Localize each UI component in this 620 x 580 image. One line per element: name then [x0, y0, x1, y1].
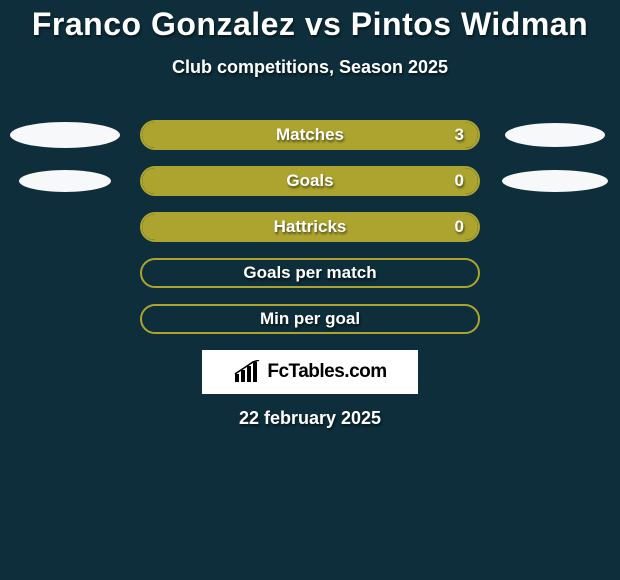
bar-chart-icon	[233, 360, 261, 384]
stat-label: Matches	[276, 125, 344, 145]
ellipse-icon	[10, 122, 120, 148]
right-player-marker	[500, 120, 610, 150]
left-player-marker	[10, 166, 120, 196]
fctables-logo: FcTables.com	[202, 350, 418, 394]
right-player-marker	[500, 258, 610, 288]
comparison-infographic: Franco Gonzalez vs Pintos Widman Club co…	[0, 0, 620, 580]
left-player-marker	[10, 304, 120, 334]
stat-value: 0	[455, 217, 464, 237]
date-label: 22 february 2025	[0, 408, 620, 429]
page-title: Franco Gonzalez vs Pintos Widman	[0, 6, 620, 43]
stat-rows: Matches 3 Goals 0 Hattricks 0 Goals per match M…	[0, 120, 620, 334]
subtitle: Club competitions, Season 2025	[0, 57, 620, 78]
stat-bar: Goals per match	[140, 258, 480, 288]
left-player-marker	[10, 258, 120, 288]
stat-value: 3	[455, 125, 464, 145]
stat-label: Goals per match	[243, 263, 376, 283]
left-player-marker	[10, 212, 120, 242]
stat-bar: Min per goal	[140, 304, 480, 334]
right-player-marker	[500, 166, 610, 196]
ellipse-icon	[502, 170, 608, 192]
stat-row: Hattricks 0	[0, 212, 620, 242]
stat-row: Min per goal	[0, 304, 620, 334]
right-player-marker	[500, 304, 610, 334]
logo-text: FcTables.com	[267, 361, 386, 383]
ellipse-icon	[505, 123, 605, 147]
ellipse-icon	[19, 170, 111, 192]
stat-bar: Hattricks 0	[140, 212, 480, 242]
stat-bar: Goals 0	[140, 166, 480, 196]
left-player-marker	[10, 120, 120, 150]
stat-row: Goals per match	[0, 258, 620, 288]
right-player-marker	[500, 212, 610, 242]
stat-row: Goals 0	[0, 166, 620, 196]
stat-row: Matches 3	[0, 120, 620, 150]
stat-bar: Matches 3	[140, 120, 480, 150]
stat-label: Goals	[286, 171, 333, 191]
stat-label: Min per goal	[260, 309, 360, 329]
stat-label: Hattricks	[274, 217, 347, 237]
stat-value: 0	[455, 171, 464, 191]
